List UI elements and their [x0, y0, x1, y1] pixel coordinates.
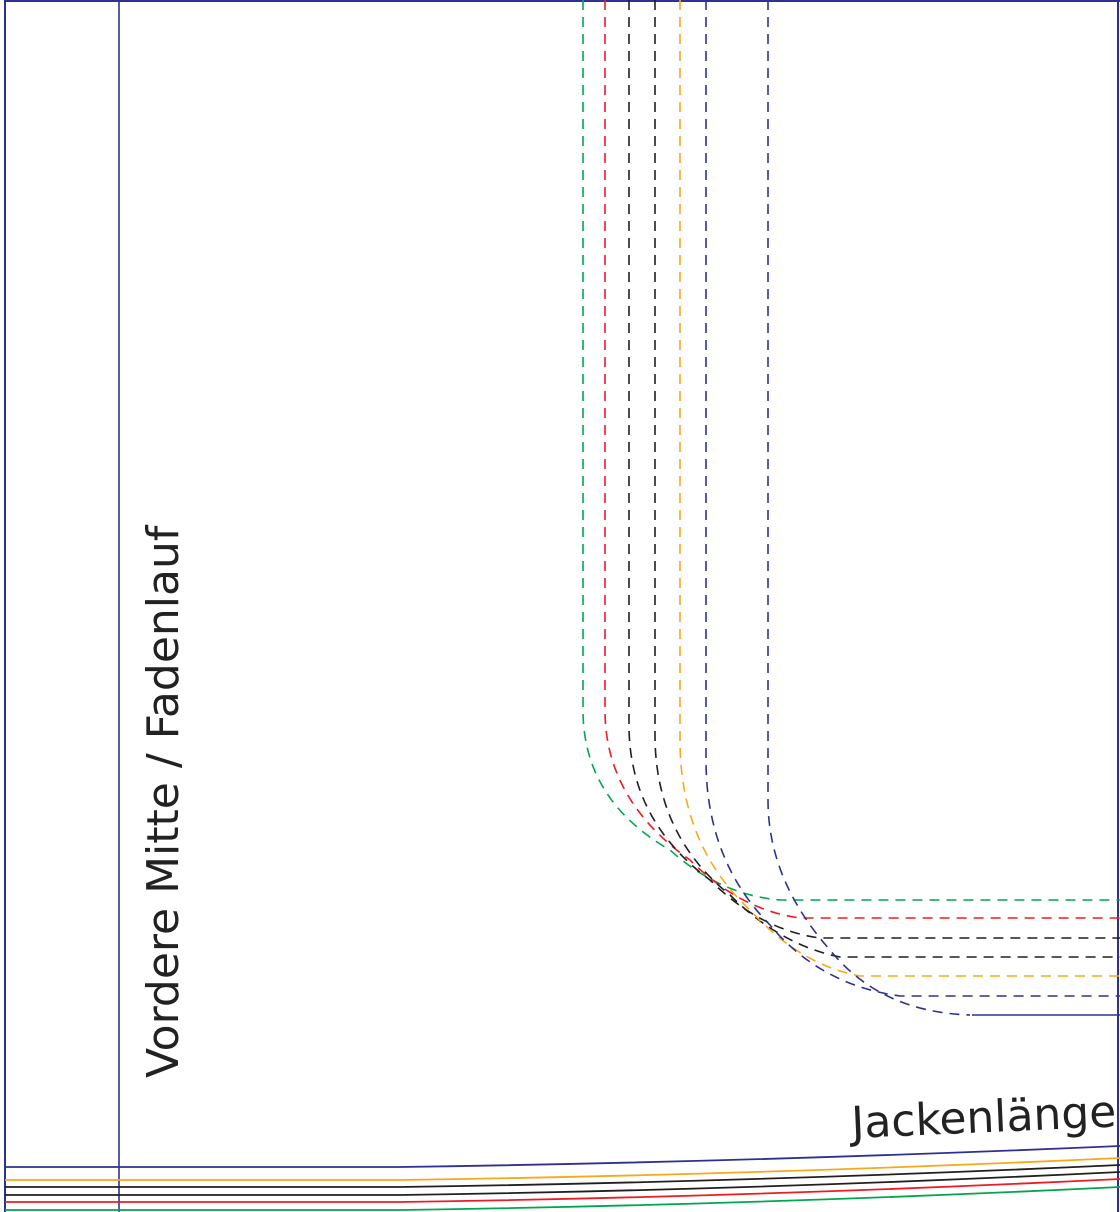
dashed-line-green: [582, 0, 1120, 901]
dashed-line-black-1: [628, 0, 1120, 939]
jacket-length-label: Jackenlänge: [847, 1086, 1117, 1149]
dashed-size-lines: [582, 0, 1120, 1016]
page-frame: [4, 0, 1120, 1212]
hem-line-orange: [5, 1157, 1120, 1181]
hem-line-black-1: [5, 1164, 1120, 1188]
dashed-line-orange: [679, 0, 1120, 977]
dashed-line-black-2: [654, 0, 1120, 958]
center-front-label: Vordere Mitte / Fadenlauf: [138, 524, 189, 1078]
hem-line-blue: [5, 1145, 1120, 1168]
dashed-line-blue-outer: [767, 0, 971, 1016]
hem-line-green: [5, 1186, 1120, 1211]
hem-lines: [5, 1145, 1120, 1211]
dashed-line-red: [604, 0, 1120, 919]
hem-line-black-2: [5, 1171, 1120, 1196]
hem-line-red: [5, 1178, 1120, 1203]
dashed-line-blue-inner: [705, 0, 1120, 997]
